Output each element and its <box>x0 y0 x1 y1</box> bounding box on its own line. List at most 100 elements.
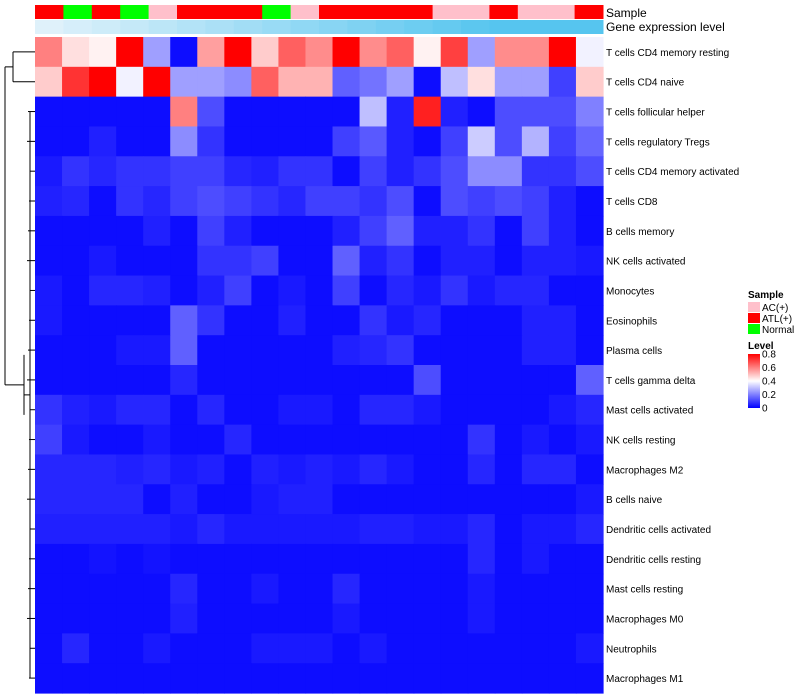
heatmap-cell <box>197 424 225 456</box>
heatmap-cell <box>386 37 415 68</box>
heatmap-cell <box>440 275 469 306</box>
heatmap-cell <box>521 454 550 485</box>
sample-legend-swatch <box>748 324 760 334</box>
heatmap-cell <box>359 514 388 545</box>
gene-expression-annotation-cell <box>432 20 462 34</box>
heatmap-cell <box>35 454 63 485</box>
heatmap-cell <box>143 186 171 217</box>
heatmap-cell <box>413 603 442 634</box>
heatmap-cell <box>197 96 225 128</box>
heatmap-cell <box>494 215 523 247</box>
heatmap-cell <box>386 245 415 277</box>
heatmap-cell <box>35 96 63 128</box>
heatmap-cell <box>359 275 388 306</box>
heatmap-cell <box>575 126 604 157</box>
heatmap-cell <box>494 156 523 187</box>
heatmap-cell <box>359 365 388 396</box>
heatmap-cell <box>62 663 90 694</box>
heatmap-cell <box>170 156 198 187</box>
heatmap-cell <box>35 484 63 515</box>
heatmap-cell <box>548 156 577 187</box>
heatmap-cell <box>143 305 171 336</box>
heatmap-cell <box>332 275 361 306</box>
heatmap-cell <box>359 96 388 128</box>
heatmap-cell <box>116 245 144 277</box>
heatmap-cell <box>197 186 225 217</box>
heatmap-cell <box>305 245 334 277</box>
heatmap-cell <box>386 126 415 157</box>
heatmap-cell <box>278 603 307 634</box>
gene-expression-annotation-cell <box>35 20 64 34</box>
heatmap-cell <box>35 66 63 98</box>
heatmap-cell <box>197 543 225 575</box>
heatmap-cell <box>35 663 63 694</box>
gene-expression-annotation-cell <box>148 20 178 34</box>
heatmap-cell <box>251 96 280 128</box>
heatmap-cell <box>386 484 415 515</box>
heatmap-cell <box>170 573 198 605</box>
heatmap-cell <box>89 603 117 634</box>
heatmap-cell <box>521 365 550 396</box>
heatmap-cell <box>251 365 280 396</box>
heatmap-cell <box>89 663 117 694</box>
heatmap-cell <box>116 633 144 664</box>
heatmap-cell <box>170 275 198 306</box>
sample-annotation-cell <box>432 5 462 19</box>
heatmap-cell <box>278 156 307 187</box>
heatmap-cell <box>170 424 198 456</box>
heatmap-cell <box>359 335 388 366</box>
heatmap-cell <box>62 394 90 426</box>
dendrogram-branch <box>23 354 30 415</box>
level-colorbar <box>748 354 760 408</box>
heatmap-cell <box>170 245 198 277</box>
heatmap-cell <box>413 37 442 68</box>
heatmap-cell <box>548 305 577 336</box>
heatmap-cell <box>224 156 252 187</box>
heatmap-cell <box>116 424 144 456</box>
heatmap-cell <box>251 335 280 366</box>
heatmap-cell <box>467 394 496 426</box>
heatmap-cell <box>197 215 225 247</box>
heatmap-cell <box>278 96 307 128</box>
heatmap-cell <box>251 156 280 187</box>
row-label: Plasma cells <box>606 346 662 357</box>
heatmap-cell <box>548 424 577 456</box>
heatmap-cell <box>89 365 117 396</box>
heatmap-cell <box>359 186 388 217</box>
heatmap-cell <box>35 514 63 545</box>
heatmap-cell <box>89 543 117 575</box>
heatmap-cell <box>116 514 144 545</box>
heatmap-cell <box>359 156 388 187</box>
sample-annotation-cell <box>205 5 235 19</box>
heatmap-cell <box>521 394 550 426</box>
heatmap-cell <box>224 394 252 426</box>
heatmap-cell <box>521 305 550 336</box>
sample-annotation-cell <box>120 5 150 19</box>
heatmap-cell <box>494 245 523 277</box>
heatmap-cell <box>575 484 604 515</box>
gene-expression-annotation-cell <box>233 20 263 34</box>
heatmap-cell <box>35 37 63 68</box>
heatmap-cell <box>251 484 280 515</box>
heatmap-cell <box>278 484 307 515</box>
heatmap-cell <box>197 633 225 664</box>
heatmap-cell <box>143 603 171 634</box>
row-label: Macrophages M2 <box>606 465 684 476</box>
gene-expression-annotation-cell <box>375 20 405 34</box>
heatmap-cell <box>494 335 523 366</box>
level-legend-tick: 0.2 <box>762 390 776 401</box>
heatmap-cell <box>305 454 334 485</box>
heatmap-cell <box>386 186 415 217</box>
sample-annotation-cell <box>35 5 64 19</box>
heatmap-cell <box>386 275 415 306</box>
heatmap-cell <box>170 603 198 634</box>
heatmap-cell <box>197 245 225 277</box>
heatmap-cell <box>224 186 252 217</box>
heatmap-cell <box>251 424 280 456</box>
heatmap-cell <box>548 126 577 157</box>
row-dendrogram <box>4 51 35 679</box>
heatmap-cell <box>413 245 442 277</box>
sample-legend-title: Sample <box>748 290 784 301</box>
heatmap-cell <box>116 37 144 68</box>
heatmap-cell <box>89 633 117 664</box>
